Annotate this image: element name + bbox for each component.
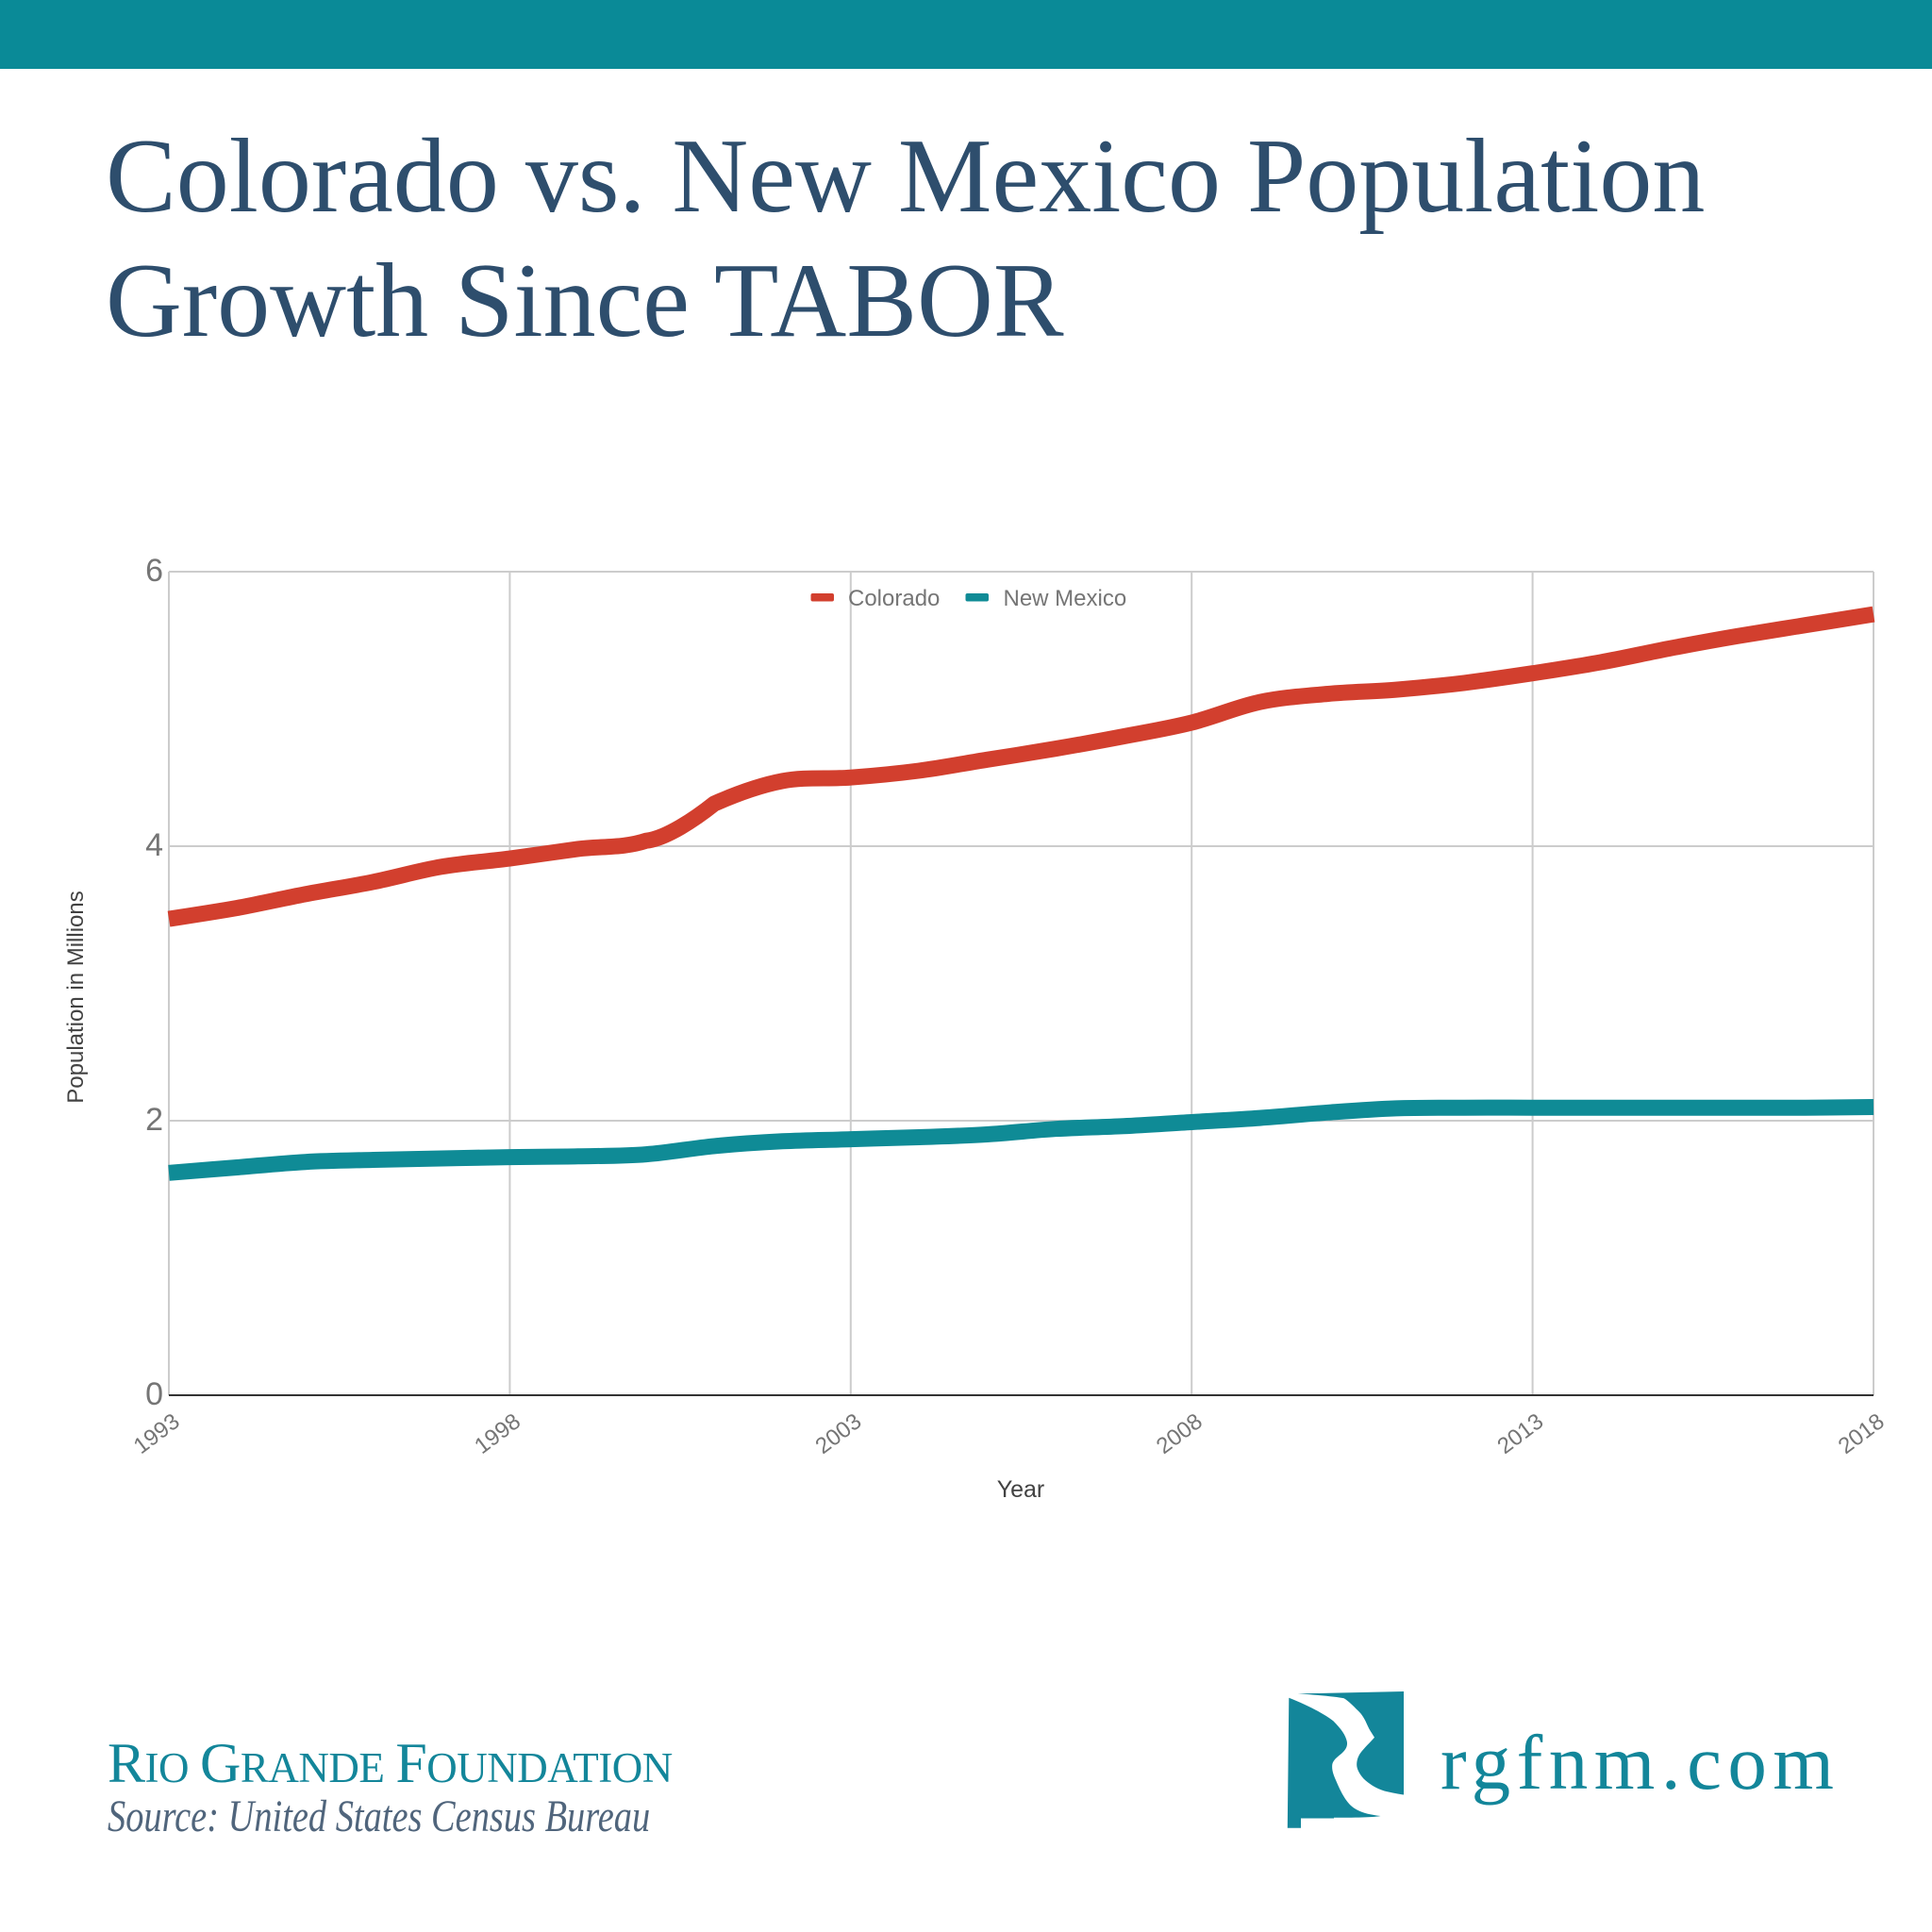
- svg-text:2: 2: [145, 1102, 163, 1138]
- svg-text:6: 6: [145, 553, 163, 589]
- svg-text:4: 4: [145, 827, 163, 863]
- svg-text:New Mexico: New Mexico: [1004, 586, 1127, 611]
- svg-text:0: 0: [145, 1376, 163, 1412]
- svg-text:Colorado: Colorado: [848, 586, 940, 611]
- svg-text:2003: 2003: [811, 1408, 867, 1459]
- svg-text:2008: 2008: [1152, 1408, 1208, 1459]
- svg-text:Year: Year: [997, 1476, 1045, 1503]
- svg-text:2013: 2013: [1492, 1408, 1548, 1459]
- svg-text:Population in Millions: Population in Millions: [63, 891, 89, 1103]
- svg-text:1993: 1993: [129, 1408, 185, 1459]
- svg-text:2018: 2018: [1834, 1408, 1890, 1459]
- svg-text:1998: 1998: [470, 1408, 525, 1459]
